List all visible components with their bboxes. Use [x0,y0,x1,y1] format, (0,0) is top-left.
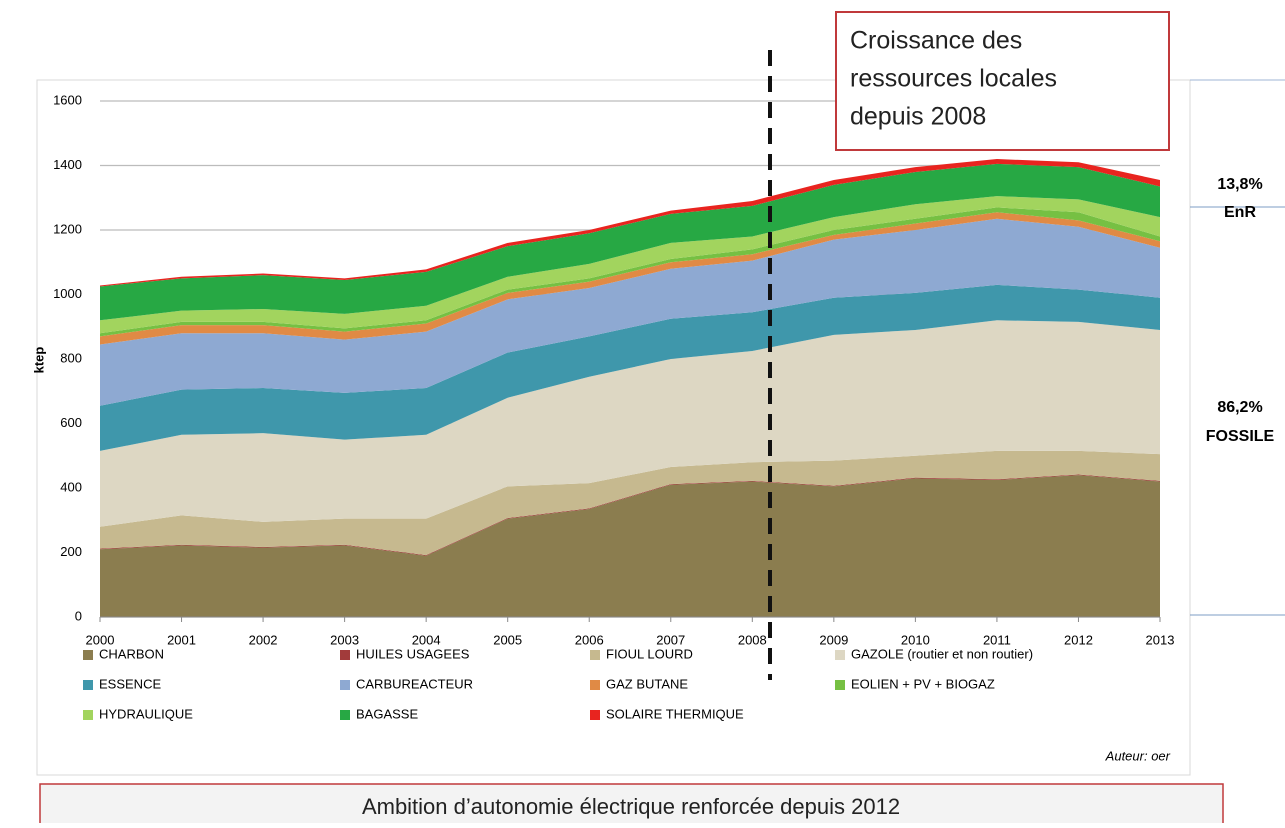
area [100,218,1160,406]
legend-label: HUILES USAGEES [356,646,470,661]
x-tick-label: 2004 [412,632,441,647]
legend-swatch [340,650,350,660]
y-axis-label: ktep [31,347,46,374]
y-tick-label: 1600 [53,92,82,107]
y-tick-label: 400 [60,479,82,494]
legend-label: CHARBON [99,646,164,661]
x-tick-label: 2002 [249,632,278,647]
legend-swatch [835,650,845,660]
legend-label: CARBUREACTEUR [356,676,473,691]
footer-box [39,783,1224,828]
area [100,284,1160,451]
x-tick-label: 2003 [330,632,359,647]
x-tick-label: 2007 [656,632,685,647]
y-tick-label: 800 [60,350,82,365]
area [100,450,1160,556]
x-tick-label: 2011 [983,632,1011,647]
y-tick-label: 600 [60,415,82,430]
area [100,196,1160,334]
legend-label: GAZ BUTANE [606,676,688,691]
legend-swatch [590,680,600,690]
share-label: 86,2% [1217,399,1262,416]
legend-label: SOLAIRE THERMIQUE [606,706,744,721]
legend-swatch [83,680,93,690]
x-tick-label: 2010 [901,632,930,647]
legend-label: ESSENCE [99,676,161,691]
legend-label: BAGASSE [356,706,418,721]
x-tick-label: 2008 [738,632,767,647]
area [100,475,1160,617]
author: Auteur: oer [1105,748,1171,763]
y-tick-label: 200 [60,544,82,559]
legend-label: GAZOLE (routier et non routier) [851,646,1033,661]
share-label: EnR [1224,204,1256,221]
x-tick-label: 2009 [819,632,848,647]
legend-label: FIOUL LOURD [606,646,693,661]
y-tick-label: 1200 [53,221,82,236]
x-tick-label: 2012 [1064,632,1093,647]
legend-swatch [835,680,845,690]
x-tick-label: 2006 [575,632,604,647]
share-label: FOSSILE [1206,428,1275,445]
annotation-box [835,11,1170,151]
x-tick-label: 2013 [1146,632,1175,647]
footer: Ambition d’autonomie électrique renforcé… [362,794,900,819]
y-tick-label: 1400 [53,157,82,172]
area [100,320,1160,527]
legend-swatch [340,710,350,720]
annotation: Croissance des [850,27,1022,55]
legend-swatch [83,710,93,720]
annotation: depuis 2008 [850,103,986,131]
legend-swatch [590,650,600,660]
annotation: ressources locales [850,65,1057,93]
area [100,163,1160,321]
area [100,159,1160,287]
plot [100,100,1160,618]
legend-swatch [590,710,600,720]
legend-swatch [83,650,93,660]
x-tick-label: 2005 [493,632,522,647]
legend-label: HYDRAULIQUE [99,706,193,721]
legend-label: EOLIEN + PV + BIOGAZ [851,676,995,691]
legend-swatch [340,680,350,690]
y-tick-label: 1000 [53,286,82,301]
share-label: 13,8% [1217,176,1262,193]
x-tick-label: 2000 [86,632,115,647]
area [100,207,1160,337]
area [100,212,1160,345]
x-tick-label: 2001 [167,632,196,647]
y-tick-label: 0 [75,608,82,623]
